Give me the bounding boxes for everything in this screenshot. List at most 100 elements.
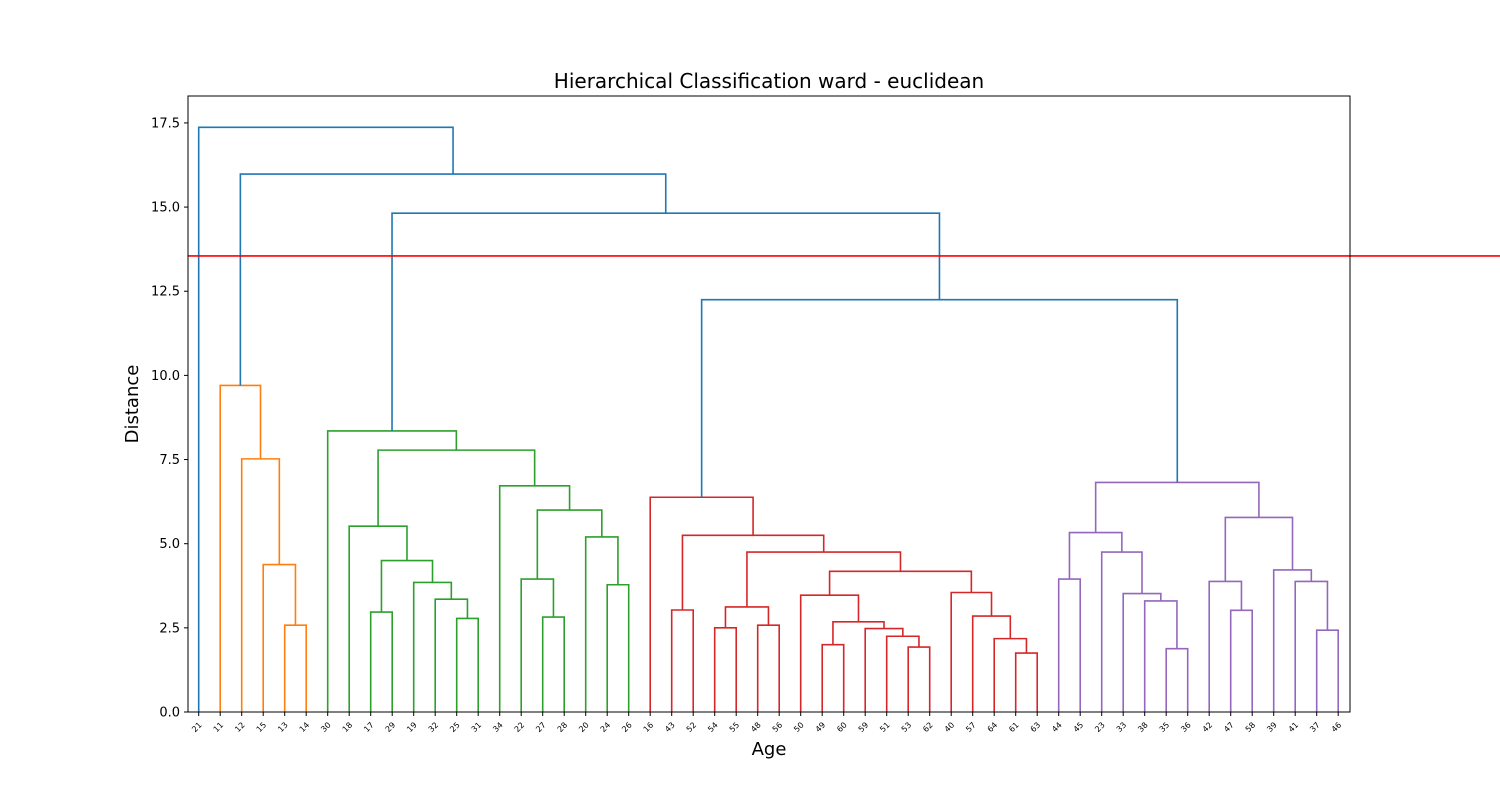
dendrogram-link [907,646,931,712]
dendrogram-link [1057,578,1081,712]
x-tick-label: 29 [384,720,398,734]
x-tick-label: 16 [642,720,656,734]
dendrogram-link [756,624,780,712]
x-tick-label: 13 [276,720,290,734]
dendrogram-link [1229,609,1253,712]
x-tick-label: 30 [319,720,333,734]
dendrogram-link [239,173,667,386]
dendrogram-link [606,583,630,712]
dendrogram-link [391,212,941,431]
x-tick-label: 20 [577,720,591,734]
x-tick-label: 18 [341,720,355,734]
x-tick-label: 32 [427,720,441,734]
y-tick-label: 7.5 [159,453,180,468]
dendrogram-link [713,627,737,712]
x-tick-label: 54 [706,720,720,734]
y-axis-label: Distance [122,365,143,444]
x-tick-label: 27 [534,720,548,734]
x-tick-label: 61 [1007,720,1021,734]
y-tick-label: 17.5 [151,116,180,131]
y-tick-label: 12.5 [151,285,180,300]
x-tick-label: 28 [556,720,570,734]
x-tick-label: 37 [1308,720,1322,734]
dendrogram-link [377,449,536,527]
dendrogram-link [832,620,885,645]
dendrogram-link [1224,516,1294,582]
x-tick-label: 25 [448,720,462,734]
x-tick-label: 21 [190,720,204,734]
x-tick-label: 23 [1093,720,1107,734]
dendrogram-link [971,615,1012,712]
dendrogram-link [283,624,307,712]
x-tick-label: 15 [255,720,269,734]
x-tick-label: 34 [491,720,505,734]
dendrogram-link [649,496,754,712]
x-tick-label: 43 [663,720,677,734]
y-tick-label: 0.0 [159,706,180,721]
x-tick-label: 31 [470,720,484,734]
x-tick-label: 42 [1201,720,1215,734]
x-tick-label: 52 [685,720,699,734]
x-tick-label: 26 [620,720,634,734]
x-tick-label: 36 [1179,720,1193,734]
dendrogram-link [348,525,408,712]
dendrogram-link [1165,647,1189,712]
dendrogram-link [584,536,619,712]
dendrogram-link [520,578,555,712]
dendrogram-link [1100,551,1143,712]
x-tick-label: 11 [212,720,226,734]
y-axis: 0.0 2.5 5.0 7.5 10.0 12.5 15.0 17.5 [151,116,188,721]
dendrogram-link [670,609,694,712]
x-tick-label: 51 [878,720,892,734]
dendrogram-link [799,594,860,712]
x-tick-label: 56 [771,720,785,734]
dendrogram-link [380,559,434,613]
dendrogram-link [1143,600,1178,712]
x-tick-label: 33 [1115,720,1129,734]
dendrogram-link [1208,580,1243,712]
x-tick-label: 17 [362,720,376,734]
y-tick-label: 10.0 [151,369,180,384]
dendrogram-link [1315,629,1339,712]
y-tick-label: 15.0 [151,201,180,216]
x-tick-label: 60 [835,720,849,734]
x-axis: 21 11 12 15 13 14 30 18 17 29 19 32 25 31 34 22 27 28 20 24… [190,712,1343,734]
dendrogram-link [326,430,458,712]
x-tick-label: 50 [792,720,806,734]
x-tick-label: 53 [900,720,914,734]
dendrogram-link [1068,531,1123,580]
x-tick-label: 48 [749,720,763,734]
x-tick-label: 49 [814,720,828,734]
x-tick-label: 63 [1029,720,1043,734]
x-tick-label: 12 [233,720,247,734]
dendrogram-link [746,551,902,607]
dendrogram-link [864,627,904,712]
dendrogram-link [1014,652,1038,712]
x-axis-label: Age [752,739,787,760]
dendrogram-link [412,581,453,712]
x-tick-label: 38 [1136,720,1150,734]
dendrogram-links [197,126,1339,712]
dendrogram-link [993,637,1028,712]
y-tick-label: 2.5 [159,621,180,636]
x-tick-label: 47 [1222,720,1236,734]
x-tick-label: 46 [1330,720,1344,734]
dendrogram-link [950,591,993,712]
dendrogram-link [536,509,603,580]
x-tick-label: 55 [728,720,742,734]
x-tick-label: 64 [986,720,1000,734]
dendrogram-link [369,611,393,712]
x-tick-label: 35 [1158,720,1172,734]
dendrogram-link [681,534,825,611]
dendrogram-link [455,617,479,712]
dendrogram-link [1094,481,1260,533]
chart-title: Hierarchical Classification ward - eucli… [554,69,984,93]
x-tick-label: 45 [1072,720,1086,734]
x-tick-label: 62 [921,720,935,734]
plot-frame [187,95,1351,713]
dendrogram-link [1122,592,1162,712]
x-tick-label: 24 [599,720,613,734]
dendrogram-link [828,570,973,596]
x-tick-label: 19 [405,720,419,734]
dendrogram-link [821,643,845,712]
